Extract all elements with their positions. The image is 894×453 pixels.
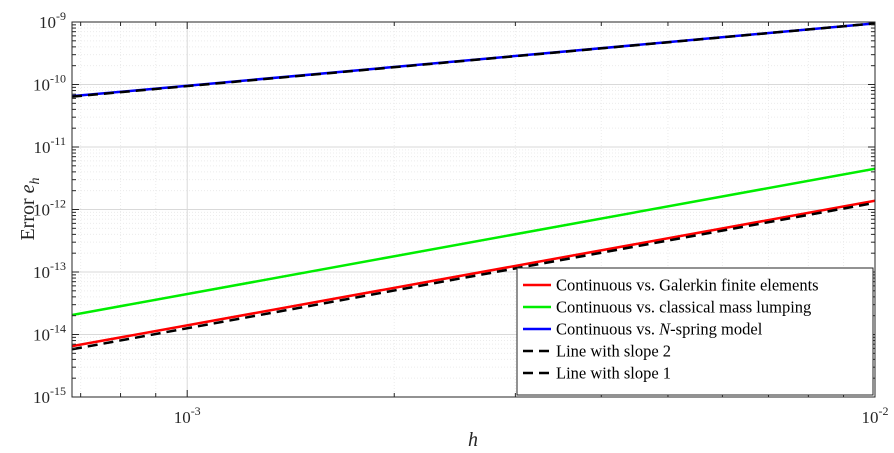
legend: Continuous vs. Galerkin finite elements C…: [516, 267, 874, 396]
y-axis-label-symbol: e: [17, 184, 39, 193]
y-tick-label-base: 10: [39, 13, 56, 32]
legend-label-suffix: -spring model: [670, 320, 763, 339]
legend-label-5: Line with slope 1: [556, 364, 671, 383]
legend-label-1: Continuous vs. Galerkin finite elements: [556, 276, 819, 295]
y-tick-label-exponent: -12: [50, 197, 66, 211]
legend-label-2: Continuous vs. classical mass lumping: [556, 298, 811, 317]
x-tick-labels: 10-3 10-2: [174, 404, 889, 427]
y-tick-label-base: 10: [33, 263, 50, 282]
series-line-1: [72, 199, 875, 348]
legend-box: [516, 267, 874, 396]
y-axis-label-prefix: Error: [17, 193, 39, 240]
y-tick-label-exponent: -15: [50, 384, 66, 398]
series-line-2: [72, 167, 875, 317]
x-tick-label: 10-2: [862, 404, 889, 427]
x-tick-label-base: 10: [862, 408, 879, 427]
y-tick-label-base: 10: [33, 138, 50, 157]
y-axis-label-subscript: h: [28, 177, 43, 184]
x-tick-label-exponent: -3: [191, 404, 201, 418]
legend-label-text: Continuous vs.: [556, 320, 659, 339]
y-tick-label: 10-10: [33, 72, 66, 95]
y-tick-label-exponent: -14: [50, 322, 66, 336]
series-line-5: [72, 22, 875, 98]
y-tick-label-base: 10: [33, 76, 50, 95]
x-axis-label: h: [468, 429, 478, 451]
legend-label-text: Line with slope 2: [556, 342, 671, 361]
y-tick-label: 10-14: [33, 322, 66, 345]
y-tick-label-exponent: -9: [56, 9, 66, 23]
y-tick-label: 10-9: [39, 9, 66, 32]
y-tick-label: 10-11: [33, 134, 66, 157]
legend-label-italic: N: [658, 320, 671, 339]
series-layer: [72, 22, 875, 351]
y-tick-label-base: 10: [33, 388, 50, 407]
y-axis-label: Error eh: [17, 177, 43, 240]
x-tick-label-exponent: -2: [879, 404, 889, 418]
y-tick-label-base: 10: [33, 326, 50, 345]
legend-label-text: Line with slope 1: [556, 364, 671, 383]
legend-label-4: Line with slope 2: [556, 342, 671, 361]
y-tick-label: 10-13: [33, 259, 66, 282]
y-tick-label: 10-12: [33, 197, 66, 220]
x-tick-label: 10-3: [174, 404, 201, 427]
y-tick-label-base: 10: [33, 201, 50, 220]
legend-label-text: Continuous vs. Galerkin finite elements: [556, 276, 819, 295]
legend-label-text: Continuous vs. classical mass lumping: [556, 298, 811, 317]
y-tick-label-exponent: -13: [50, 259, 66, 273]
x-tick-label-base: 10: [174, 408, 191, 427]
y-tick-label: 10-15: [33, 384, 66, 407]
y-tick-label-exponent: -10: [50, 72, 66, 86]
y-tick-label-exponent: -11: [50, 134, 66, 148]
legend-label-3: Continuous vs. N-spring model: [556, 320, 763, 339]
series-line-4: [72, 201, 875, 351]
